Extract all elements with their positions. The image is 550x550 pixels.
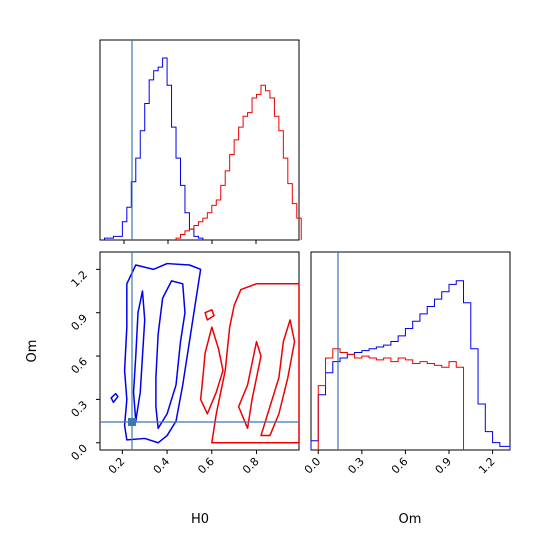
panel-hist-om-frame xyxy=(310,251,511,451)
h0-tick-label-2: 0.6 xyxy=(195,455,217,477)
contour-red-outer xyxy=(211,283,300,444)
contour-red-inner-mid xyxy=(237,340,262,430)
contour-blue-inner-left xyxy=(132,290,146,422)
om-y-tick-label-1: 0.3 xyxy=(69,398,91,420)
hist-h0-red-series xyxy=(175,84,302,240)
contour-lines xyxy=(110,262,300,444)
hist-om-red-series xyxy=(317,348,465,450)
panel-hist-om: 0.0 0.3 0.6 0.9 1.2 xyxy=(302,251,511,476)
hist-om-bars xyxy=(310,280,511,450)
contour-blue-inner-main xyxy=(155,280,186,430)
hist-h0-blue-series xyxy=(103,57,204,240)
om-x-tick-label-3: 0.9 xyxy=(433,455,455,477)
om-x-ticks: 0.0 0.3 0.6 0.9 1.2 xyxy=(302,450,498,476)
h0-tick-label-1: 0.4 xyxy=(151,455,173,477)
om-x-tick-label-4: 1.2 xyxy=(476,455,498,477)
om-y-tick-label-3: 0.9 xyxy=(69,312,91,334)
hist-om-blue-series xyxy=(310,280,511,450)
panel-contour-h0-om: 0.2 0.4 0.6 0.8 0.0 0.3 0.6 0.9 1.2 xyxy=(69,251,300,476)
y-axis-label-om: Om xyxy=(25,340,40,363)
hist-h0-bars xyxy=(103,57,302,240)
contour-blue-small xyxy=(110,392,119,404)
h0-x-ticks: 0.2 0.4 0.6 0.8 xyxy=(106,450,262,476)
om-y-tick-label-0: 0.0 xyxy=(69,442,91,464)
x-axis-label-h0: H0 xyxy=(191,512,209,527)
h0-tick-label-3: 0.8 xyxy=(240,455,262,477)
om-x-tick-label-2: 0.6 xyxy=(389,455,411,477)
truth-marker xyxy=(128,418,136,426)
om-x-tick-label-1: 0.3 xyxy=(345,455,367,477)
h0-tick-label-0: 0.2 xyxy=(106,455,128,477)
contour-red-inner-left xyxy=(199,326,224,415)
om-y-ticks: 0.0 0.3 0.6 0.9 1.2 xyxy=(69,268,100,463)
om-y-tick-label-2: 0.6 xyxy=(69,355,91,377)
contour-red-inner-right xyxy=(260,319,296,437)
contour-red-small xyxy=(204,309,215,321)
om-y-tick-label-4: 1.2 xyxy=(69,268,91,290)
contour-blue-outer xyxy=(123,262,202,444)
panel-hist-h0-frame xyxy=(99,39,300,241)
panel-hist-h0 xyxy=(99,39,302,244)
om-x-tick-label-0: 0.0 xyxy=(302,455,324,477)
x-axis-label-om: Om xyxy=(399,512,422,527)
